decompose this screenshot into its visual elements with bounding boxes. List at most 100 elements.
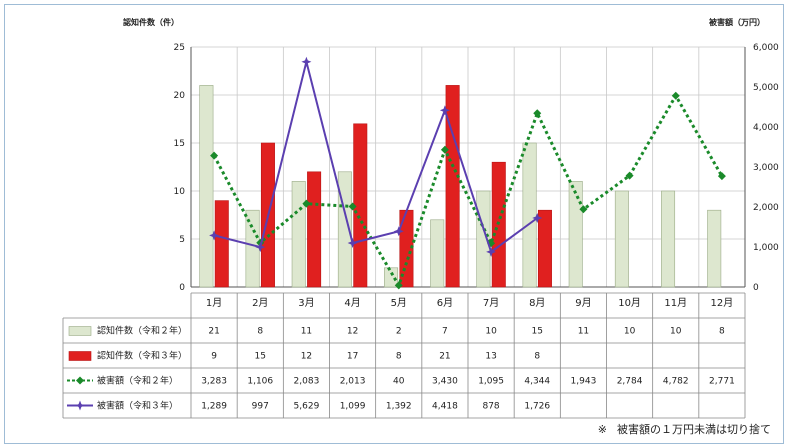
right-axis-title: 被害額（万円） <box>709 18 765 27</box>
line-marker <box>255 242 266 253</box>
right-tick-label: 2,000 <box>753 203 779 213</box>
line-marker <box>394 281 403 290</box>
table-cell: 9 <box>211 352 217 362</box>
line-marker <box>302 199 311 208</box>
line-marker <box>717 172 726 181</box>
table-cell: 1,943 <box>571 377 597 387</box>
legend-swatch <box>68 351 92 361</box>
table-cell: 2,784 <box>617 377 643 387</box>
line-marker <box>348 202 357 211</box>
bar <box>476 190 491 288</box>
table-cell: 12 <box>347 327 358 337</box>
x-tick-label: 5月 <box>391 297 407 309</box>
table-cell: 1,726 <box>524 402 550 412</box>
table-cell: 12 <box>301 352 312 362</box>
left-axis-title: 認知件数（件） <box>123 18 179 27</box>
chart-frame: 認知件数（件） 被害額（万円） 0 5 10 15 20 25 0 1,000 2,000 3,0… <box>4 4 784 444</box>
line-marker <box>393 226 404 237</box>
table-cell: 17 <box>347 352 358 362</box>
x-tick-label: 2月 <box>252 297 268 309</box>
legend-label: 認知件数（令和３年） <box>97 350 187 362</box>
footnote-text: 被害額の１万円未満は切り捨て <box>617 423 771 436</box>
table-cell: 997 <box>252 402 269 412</box>
table-cell: 21 <box>439 352 450 362</box>
bar <box>214 200 229 288</box>
table-cell: 15 <box>255 352 266 362</box>
x-tick-label: 12月 <box>711 297 734 309</box>
right-tick-label: 3,000 <box>753 163 779 173</box>
line-marker <box>347 238 358 248</box>
x-tick-label: 6月 <box>437 297 453 309</box>
table-cell: 10 <box>485 327 497 337</box>
table-cell: 1,095 <box>478 377 504 387</box>
table-cell: 2,013 <box>340 377 366 387</box>
left-tick-label: 25 <box>174 43 185 53</box>
table-cell: 7 <box>442 327 448 337</box>
x-tick-label: 1月 <box>206 297 222 309</box>
table-cell: 4,344 <box>524 377 550 387</box>
table-cell: 40 <box>393 377 405 387</box>
right-tick-label: 5,000 <box>753 83 779 93</box>
line-marker <box>532 213 543 223</box>
line-marker <box>533 109 542 118</box>
footnote: ※ 被害額の１万円未満は切り捨て <box>598 421 771 437</box>
line-marker <box>625 171 634 180</box>
x-tick-label: 9月 <box>575 297 591 309</box>
table-cell: 4,418 <box>432 402 458 412</box>
x-tick-label: 7月 <box>483 297 499 309</box>
bar <box>537 209 552 288</box>
table-cell: 2,083 <box>294 377 320 387</box>
right-tick-label: 1,000 <box>753 243 779 253</box>
table-cell: 8 <box>719 327 725 337</box>
line-marker <box>75 400 85 411</box>
bar <box>568 181 583 288</box>
bar <box>199 85 214 288</box>
line-marker <box>440 145 449 154</box>
table-cell: 8 <box>534 352 540 362</box>
table-cell: 10 <box>670 327 682 337</box>
bar <box>445 85 460 288</box>
chart-canvas: 0 5 10 15 20 25 0 1,000 2,000 3,000 4,000 5,000 6,00… <box>62 43 779 419</box>
table-cell: 21 <box>208 327 219 337</box>
x-tick-label: 4月 <box>344 297 360 309</box>
line-marker <box>486 246 497 257</box>
right-tick-label: 0 <box>753 283 759 293</box>
line-marker <box>439 105 450 116</box>
table-cell: 4,782 <box>663 377 689 387</box>
right-tick-label: 4,000 <box>753 123 779 133</box>
table-cell: 10 <box>624 327 636 337</box>
legend-label: 被害額（令和３年） <box>97 400 178 412</box>
x-tick-label: 11月 <box>664 297 687 309</box>
right-tick-label: 6,000 <box>753 43 779 53</box>
table-cell: 1,289 <box>201 402 227 412</box>
bar <box>614 190 629 288</box>
legend-label: 被害額（令和２年） <box>97 375 178 387</box>
table-cell: 11 <box>301 327 312 337</box>
footnote-mark: ※ <box>597 423 607 436</box>
line-marker <box>209 230 220 241</box>
series-line <box>212 92 724 289</box>
table-cell: 8 <box>257 327 263 337</box>
table-cell: 8 <box>396 352 402 362</box>
legend-swatch <box>68 326 92 336</box>
table-cell: 2 <box>396 327 402 337</box>
bar <box>522 142 537 288</box>
bar <box>384 267 399 288</box>
line-marker <box>579 205 588 214</box>
table-cell: 878 <box>482 402 499 412</box>
line-marker <box>301 56 312 67</box>
bar <box>307 171 322 288</box>
table-cell: 15 <box>532 327 543 337</box>
left-tick-label: 0 <box>179 283 185 293</box>
table-cell: 5,629 <box>294 402 320 412</box>
left-tick-label: 15 <box>174 139 185 149</box>
table-cell: 3,283 <box>201 377 227 387</box>
line-marker <box>671 91 680 100</box>
left-tick-label: 10 <box>174 187 186 197</box>
bar <box>430 219 445 288</box>
left-tick-label: 5 <box>179 235 185 245</box>
left-tick-label: 20 <box>174 91 186 101</box>
bar <box>661 190 676 288</box>
x-tick-label: 3月 <box>298 297 314 309</box>
legend-label: 認知件数（令和２年） <box>97 325 187 337</box>
